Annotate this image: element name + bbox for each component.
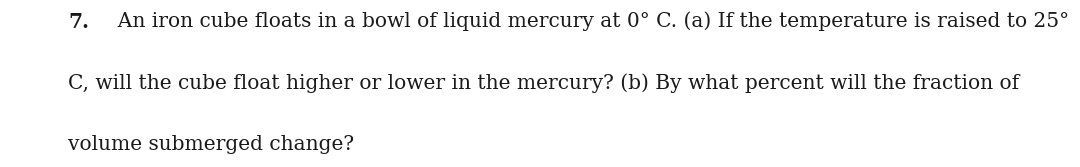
Text: C, will the cube float higher or lower in the mercury? (b) By what percent will : C, will the cube float higher or lower i… (68, 73, 1020, 93)
Text: An iron cube floats in a bowl of liquid mercury at 0° C. (a) If the temperature : An iron cube floats in a bowl of liquid … (105, 12, 1069, 31)
Text: 7.: 7. (68, 12, 89, 32)
Text: volume submerged change?: volume submerged change? (68, 135, 354, 154)
